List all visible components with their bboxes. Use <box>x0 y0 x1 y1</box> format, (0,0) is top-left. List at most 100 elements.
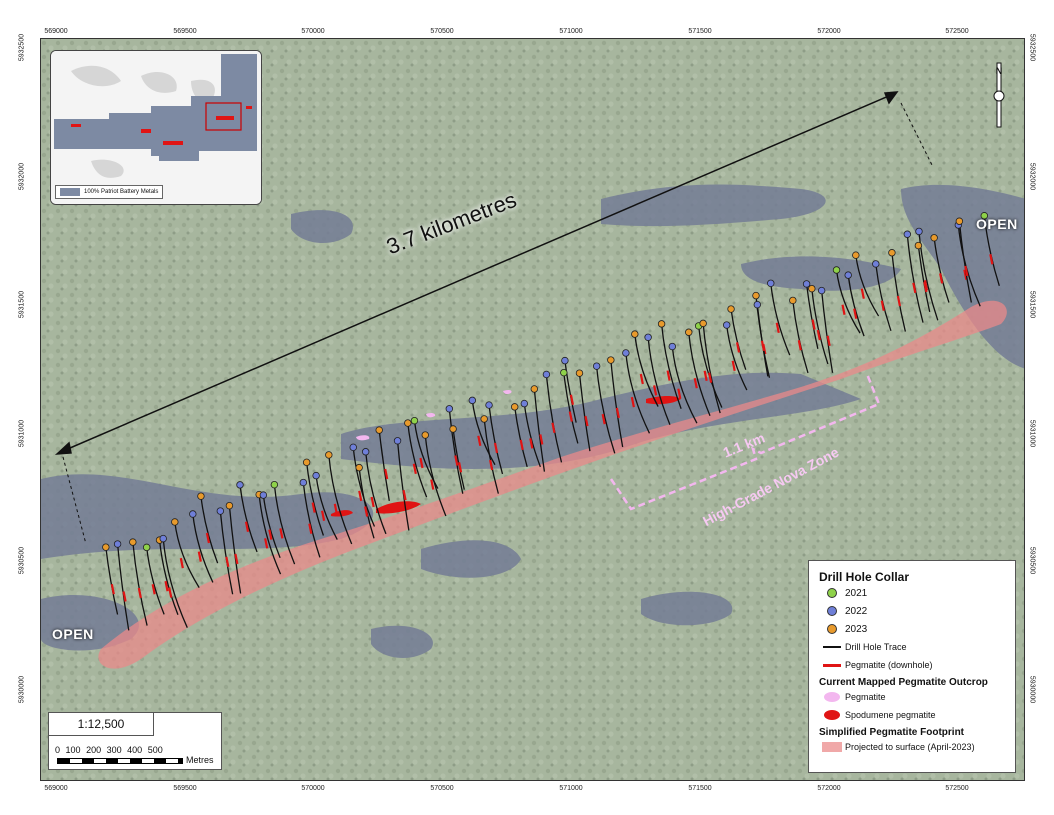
pegmatite-intercept <box>489 459 494 471</box>
drill-collar <box>657 320 666 328</box>
scale-tick: 100 <box>65 745 81 755</box>
pegmatite-outcrops <box>356 389 512 441</box>
pegmatite-intercept <box>816 329 821 341</box>
legend-label: Drill Hole Trace <box>845 642 907 652</box>
drill-collar <box>375 426 383 434</box>
drill-collar <box>832 266 841 274</box>
drill-collar <box>312 471 320 480</box>
drill-trace <box>918 231 939 321</box>
x-coord-label: 569000 <box>44 28 68 35</box>
drill-collar <box>102 543 110 551</box>
inset-map: 100% Patriot Battery Metals <box>50 50 262 205</box>
y-coord-label: 5932500 <box>18 33 26 62</box>
drill-collar <box>361 448 370 456</box>
drill-collar <box>480 415 488 423</box>
drill-trace <box>875 263 892 332</box>
pegmatite-intercept <box>168 587 173 598</box>
legend-row-2023: 2023 <box>819 620 1005 638</box>
legend-row-pegmatite-downhole: Pegmatite (downhole) <box>819 656 1005 674</box>
drill-trace <box>610 359 624 448</box>
pegmatite-intercept <box>454 455 459 466</box>
x-coord-label: 571000 <box>559 785 583 792</box>
inset-legend-swatch <box>60 188 80 196</box>
x-coord-label: 569500 <box>173 28 197 35</box>
drill-trace <box>855 255 880 317</box>
drill-trace <box>847 275 865 337</box>
drill-collar <box>903 230 912 238</box>
drill-collar <box>930 234 938 242</box>
drill-trace <box>378 430 390 501</box>
drill-trace <box>578 373 591 452</box>
pegmatite-intercept <box>122 591 127 602</box>
drill-trace <box>688 332 711 416</box>
pegmatite-intercept <box>519 439 524 451</box>
pegmatite-intercept <box>551 422 556 434</box>
drill-trace <box>192 513 214 583</box>
drill-collar <box>236 481 244 489</box>
pegmatite-intercept <box>311 502 316 513</box>
drill-trace <box>162 538 188 628</box>
pegmatite-intercept <box>775 322 780 334</box>
pegmatite-intercept <box>896 295 902 307</box>
drill-trace <box>702 323 721 414</box>
drill-trace <box>105 547 119 615</box>
drill-trace <box>792 300 809 374</box>
pegmatite-intercept <box>268 529 273 540</box>
drill-collar <box>270 480 279 489</box>
drill-trace <box>452 428 465 490</box>
drill-collar <box>511 403 519 411</box>
pegmatite-intercept <box>939 273 944 284</box>
y-coord-label: 5932500 <box>1028 33 1036 62</box>
pegmatite-intercept <box>963 269 968 280</box>
inset-map-graphic <box>51 51 261 204</box>
x-coord-label: 570000 <box>301 28 325 35</box>
pegmatite-intercept <box>639 373 644 385</box>
drill-trace <box>315 475 338 540</box>
drill-collars <box>102 212 989 552</box>
y-coord-label: 5931500 <box>1028 290 1036 319</box>
scale-box: 1:12,500 0 100 200 300 400 500 Metres <box>48 712 222 770</box>
pegmatite-intercept <box>731 360 736 372</box>
y-coord-label: 5930500 <box>18 546 26 575</box>
nova-zone-bracket <box>609 373 881 511</box>
pegmatite-intercept <box>912 282 917 294</box>
pegmatite-intercept <box>225 556 230 568</box>
x-coord-label: 571000 <box>559 28 583 35</box>
x-coord-label: 572000 <box>817 28 841 35</box>
drill-trace <box>820 290 834 373</box>
drill-collar <box>393 437 402 445</box>
y-coord-label: 5930500 <box>1028 546 1036 575</box>
drill-trace <box>239 484 258 553</box>
legend-row-footprint: Projected to surface (April-2023) <box>819 738 1005 756</box>
drill-collar <box>592 362 601 370</box>
open-west-label: OPEN <box>52 626 94 642</box>
legend-collar-title: Drill Hole Collar <box>819 570 910 584</box>
pegmatite-intercept <box>630 396 635 408</box>
drill-trace <box>596 366 616 454</box>
drill-collar <box>485 401 493 409</box>
pegmatite-intercept <box>179 557 184 569</box>
drill-collar <box>955 217 964 225</box>
pegmatite-intercept <box>205 532 211 544</box>
drill-collar <box>421 431 429 439</box>
drill-collar <box>727 305 735 313</box>
drill-collar <box>852 251 860 259</box>
drill-collar <box>817 286 826 295</box>
drill-collar <box>404 419 412 427</box>
y-coord-label: 5931500 <box>18 290 26 319</box>
collar-2022-icon <box>827 606 837 616</box>
pegmatite-intercept <box>666 370 671 381</box>
drill-trace <box>906 234 924 323</box>
drill-collar <box>561 356 569 365</box>
spodumene-outcrops <box>331 396 681 517</box>
pegmatite-intercept <box>110 583 115 595</box>
x-coord-label: 569000 <box>44 785 68 792</box>
drill-trace <box>983 215 1000 286</box>
collar-2021-icon <box>827 588 837 598</box>
drill-trace <box>514 406 528 468</box>
pegmatite-intercept <box>358 490 363 502</box>
drill-collar <box>410 416 419 425</box>
drill-trace <box>730 308 747 370</box>
footprint-icon <box>822 742 842 752</box>
drill-trace <box>158 540 179 615</box>
